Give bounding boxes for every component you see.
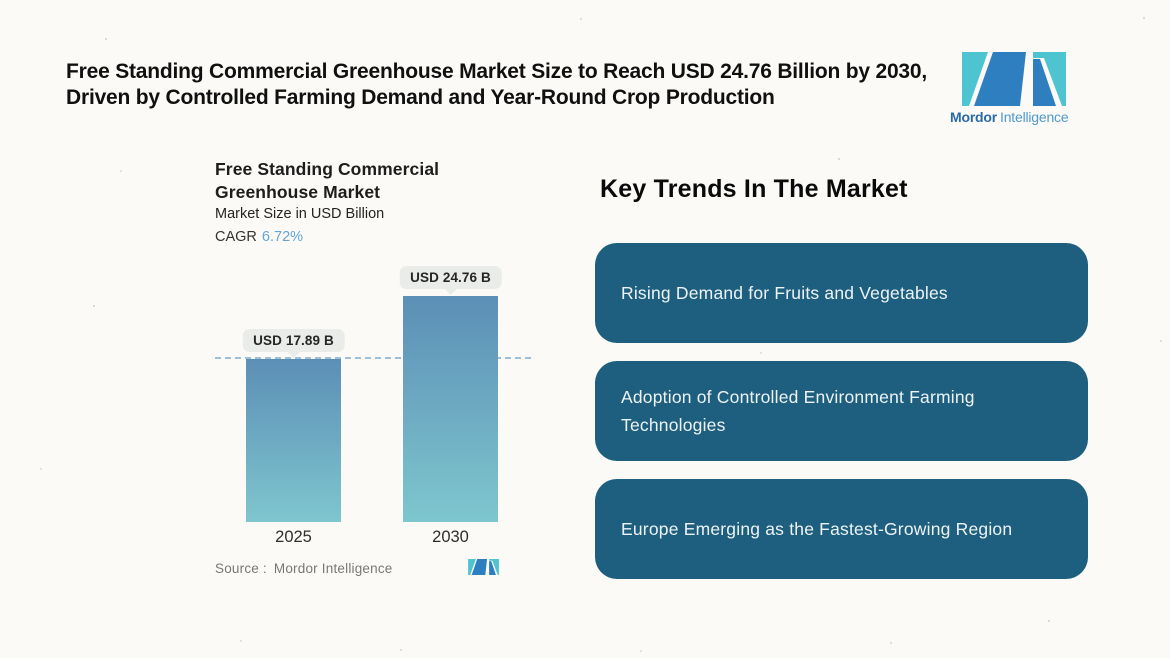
bar-2025 [246,359,341,522]
cagr-value: 6.72% [261,229,304,245]
axis-label-2025: 2025 [275,528,312,546]
value-callout-2025: USD 17.89 B [242,329,345,352]
chart-title-line2: Greenhouse Market [215,182,381,202]
page-title-line1: Free Standing Commercial Greenhouse Mark… [66,60,928,83]
axis-label-2030: 2030 [432,528,469,546]
source-attribution: Source : Mordor Intelligence [215,561,393,576]
cagr-label: CAGR [215,229,257,245]
brand-wordmark: Mordor Intelligence [950,109,1080,125]
value-chip-2025: USD 17.89 B [242,329,345,352]
bar-group-2025: USD 17.89 B 2025 [242,230,345,546]
chart-subtitle: Market Size in USD Billion [215,206,385,222]
source-logo [468,559,499,580]
bar-group-2030: USD 24.76 B 2030 [399,230,502,546]
mordor-logo-mark-icon [468,559,499,575]
trend-box-2: Adoption of Controlled Environment Farmi… [595,361,1088,461]
trend-box-3-label: Europe Emerging as the Fastest-Growing R… [621,519,1013,539]
chart-cagr: CAGR 6.72% [215,229,303,245]
chart-title: Free Standing Commercial Greenhouse Mark… [215,158,439,204]
bar-2030 [403,296,498,522]
trend-box-3: Europe Emerging as the Fastest-Growing R… [595,479,1088,579]
mordor-logo-icon [962,52,1066,106]
trend-box-2-label: Adoption of Controlled Environment Farmi… [621,387,975,435]
source-label: Source : [215,561,267,576]
page-title-line2: Driven by Controlled Farming Demand and … [66,86,775,109]
source-value: Mordor Intelligence [273,561,393,576]
chart-title-line1: Free Standing Commercial [215,159,440,179]
reference-dashed-line [215,357,531,359]
value-callout-2030: USD 24.76 B [399,266,502,289]
brand-name-bold: Mordor [950,109,998,125]
value-chip-2030: USD 24.76 B [399,266,502,289]
brand-name-light: Intelligence [1000,109,1069,125]
trend-box-1-label: Rising Demand for Fruits and Vegetables [621,283,948,303]
background-speckles [0,0,2,2]
key-trends-heading: Key Trends In The Market [600,175,908,203]
page-title: Free Standing Commercial Greenhouse Mark… [66,59,956,111]
trend-box-1: Rising Demand for Fruits and Vegetables [595,243,1088,343]
brand-logo: Mordor Intelligence [950,52,1080,125]
